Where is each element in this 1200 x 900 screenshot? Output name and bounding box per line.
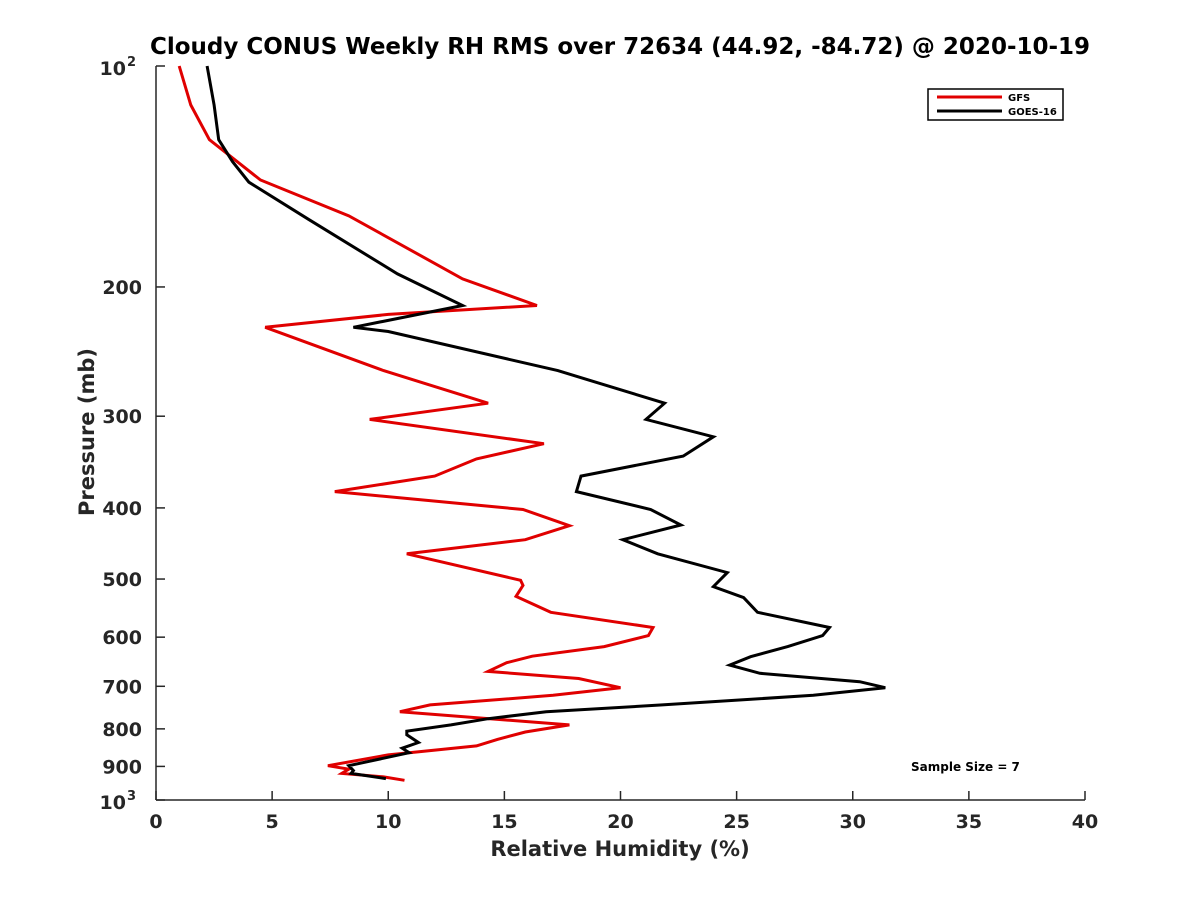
y-tick-label: 500 [102, 569, 142, 591]
x-tick-label: 35 [956, 811, 982, 833]
y-tick-label: 600 [102, 627, 142, 649]
y-tick-label: 300 [102, 406, 142, 428]
series-layer [177, 65, 886, 782]
y-tick-label: 10 [100, 792, 126, 814]
legend: GFS GOES-16 [927, 88, 1064, 121]
y-tick-label: 400 [102, 498, 142, 520]
x-axis-label: Relative Humidity (%) [490, 837, 749, 861]
x-tick-label: 40 [1072, 811, 1098, 833]
legend-label-gfs: GFS [1008, 93, 1030, 104]
y-tick-label: 800 [102, 719, 142, 741]
y-tick-exponent: 2 [127, 55, 136, 70]
x-tick-label: 15 [491, 811, 517, 833]
x-tick-label: 30 [840, 811, 866, 833]
y-tick-label: 900 [102, 756, 142, 778]
sample-size-annotation: Sample Size = 7 [911, 760, 1020, 774]
x-tick-label: 20 [607, 811, 633, 833]
legend-box [927, 88, 1064, 121]
x-tick-label: 5 [266, 811, 279, 833]
series-line-gfs [177, 65, 656, 782]
y-tick-label: 200 [102, 277, 142, 299]
legend-label-goes16: GOES-16 [1008, 107, 1057, 118]
x-tick-label: 25 [723, 811, 749, 833]
x-tick-label: 0 [149, 811, 162, 833]
series-line-goes16 [205, 65, 886, 781]
x-tick-label: 10 [375, 811, 401, 833]
y-axis-label: Pressure (mb) [75, 348, 99, 516]
y-tick-exponent: 3 [127, 789, 136, 804]
y-tick-label: 700 [102, 676, 142, 698]
chart-title: Cloudy CONUS Weekly RH RMS over 72634 (4… [150, 34, 1090, 60]
y-tick-label: 10 [100, 58, 126, 80]
